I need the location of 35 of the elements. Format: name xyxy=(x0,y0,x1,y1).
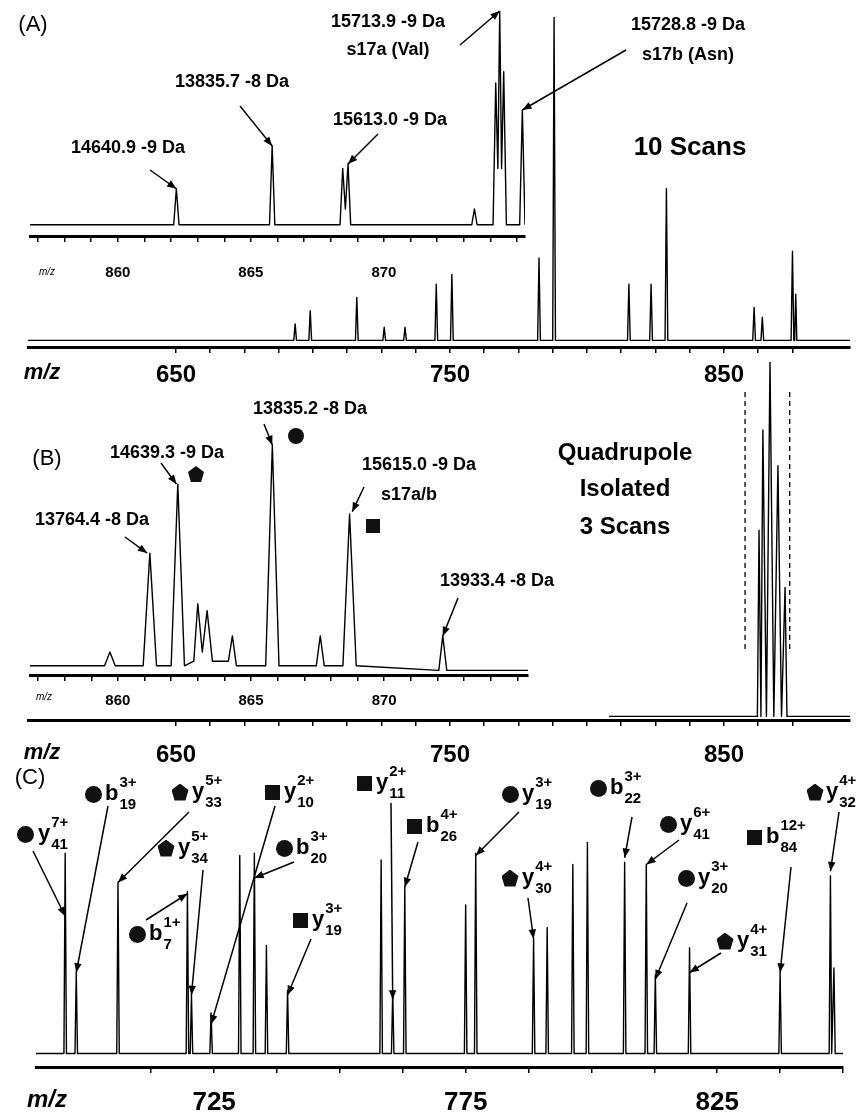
chart-title: (C) xyxy=(14,764,46,790)
x-tick-label: 725 xyxy=(192,1085,236,1116)
x-tick-label: 865 xyxy=(238,691,264,709)
x-tick-label: 825 xyxy=(695,1085,739,1116)
x-tick-label: 775 xyxy=(443,1085,488,1116)
x-tick-label: 850 xyxy=(703,360,744,388)
x-tick-label: 650 xyxy=(155,360,196,388)
annotation: 15615.0 -9 Da s17a/b xyxy=(361,453,478,504)
x-axis-title: m/z xyxy=(35,690,53,702)
x-tick-label: 850 xyxy=(703,740,744,768)
text: (B) xyxy=(32,445,62,471)
annotation: 13835.7 -8 Da xyxy=(174,70,291,91)
annotation: 13764.4 -8 Da xyxy=(34,508,151,529)
annotation: 14640.9 -9 Da xyxy=(70,136,187,157)
x-tick-label: 870 xyxy=(371,691,397,709)
chart-title: (A) xyxy=(18,11,48,37)
annotation: 15713.9 -9 Da s17a (Val) xyxy=(330,10,447,59)
x-tick-label: 750 xyxy=(429,360,470,388)
annotation: 13933.4 -8 Da xyxy=(439,569,556,590)
x-axis-title: m/z xyxy=(23,359,61,385)
x-axis-title: m/z xyxy=(38,265,56,277)
x-tick-label: 750 xyxy=(429,740,470,768)
annotation: 15613.0 -9 Da xyxy=(332,108,449,129)
annotation: 15728.8 -9 Da s17b (Asn) xyxy=(630,13,747,64)
x-axis-title: m/z xyxy=(26,1084,68,1112)
x-tick-label: 860 xyxy=(105,263,131,281)
x-tick-label: 870 xyxy=(371,263,397,281)
annotation: Quadrupole Isolated 3 Scans xyxy=(557,437,693,539)
x-tick-label: 860 xyxy=(105,691,131,709)
annotation: 13835.2 -8 Da xyxy=(252,397,369,418)
x-tick-label: 865 xyxy=(238,263,264,281)
annotation: 14639.3 -9 Da xyxy=(109,441,226,462)
annotation: 10 Scans xyxy=(633,131,747,162)
x-axis-title: m/z xyxy=(23,739,61,765)
x-tick-label: 650 xyxy=(155,740,196,768)
